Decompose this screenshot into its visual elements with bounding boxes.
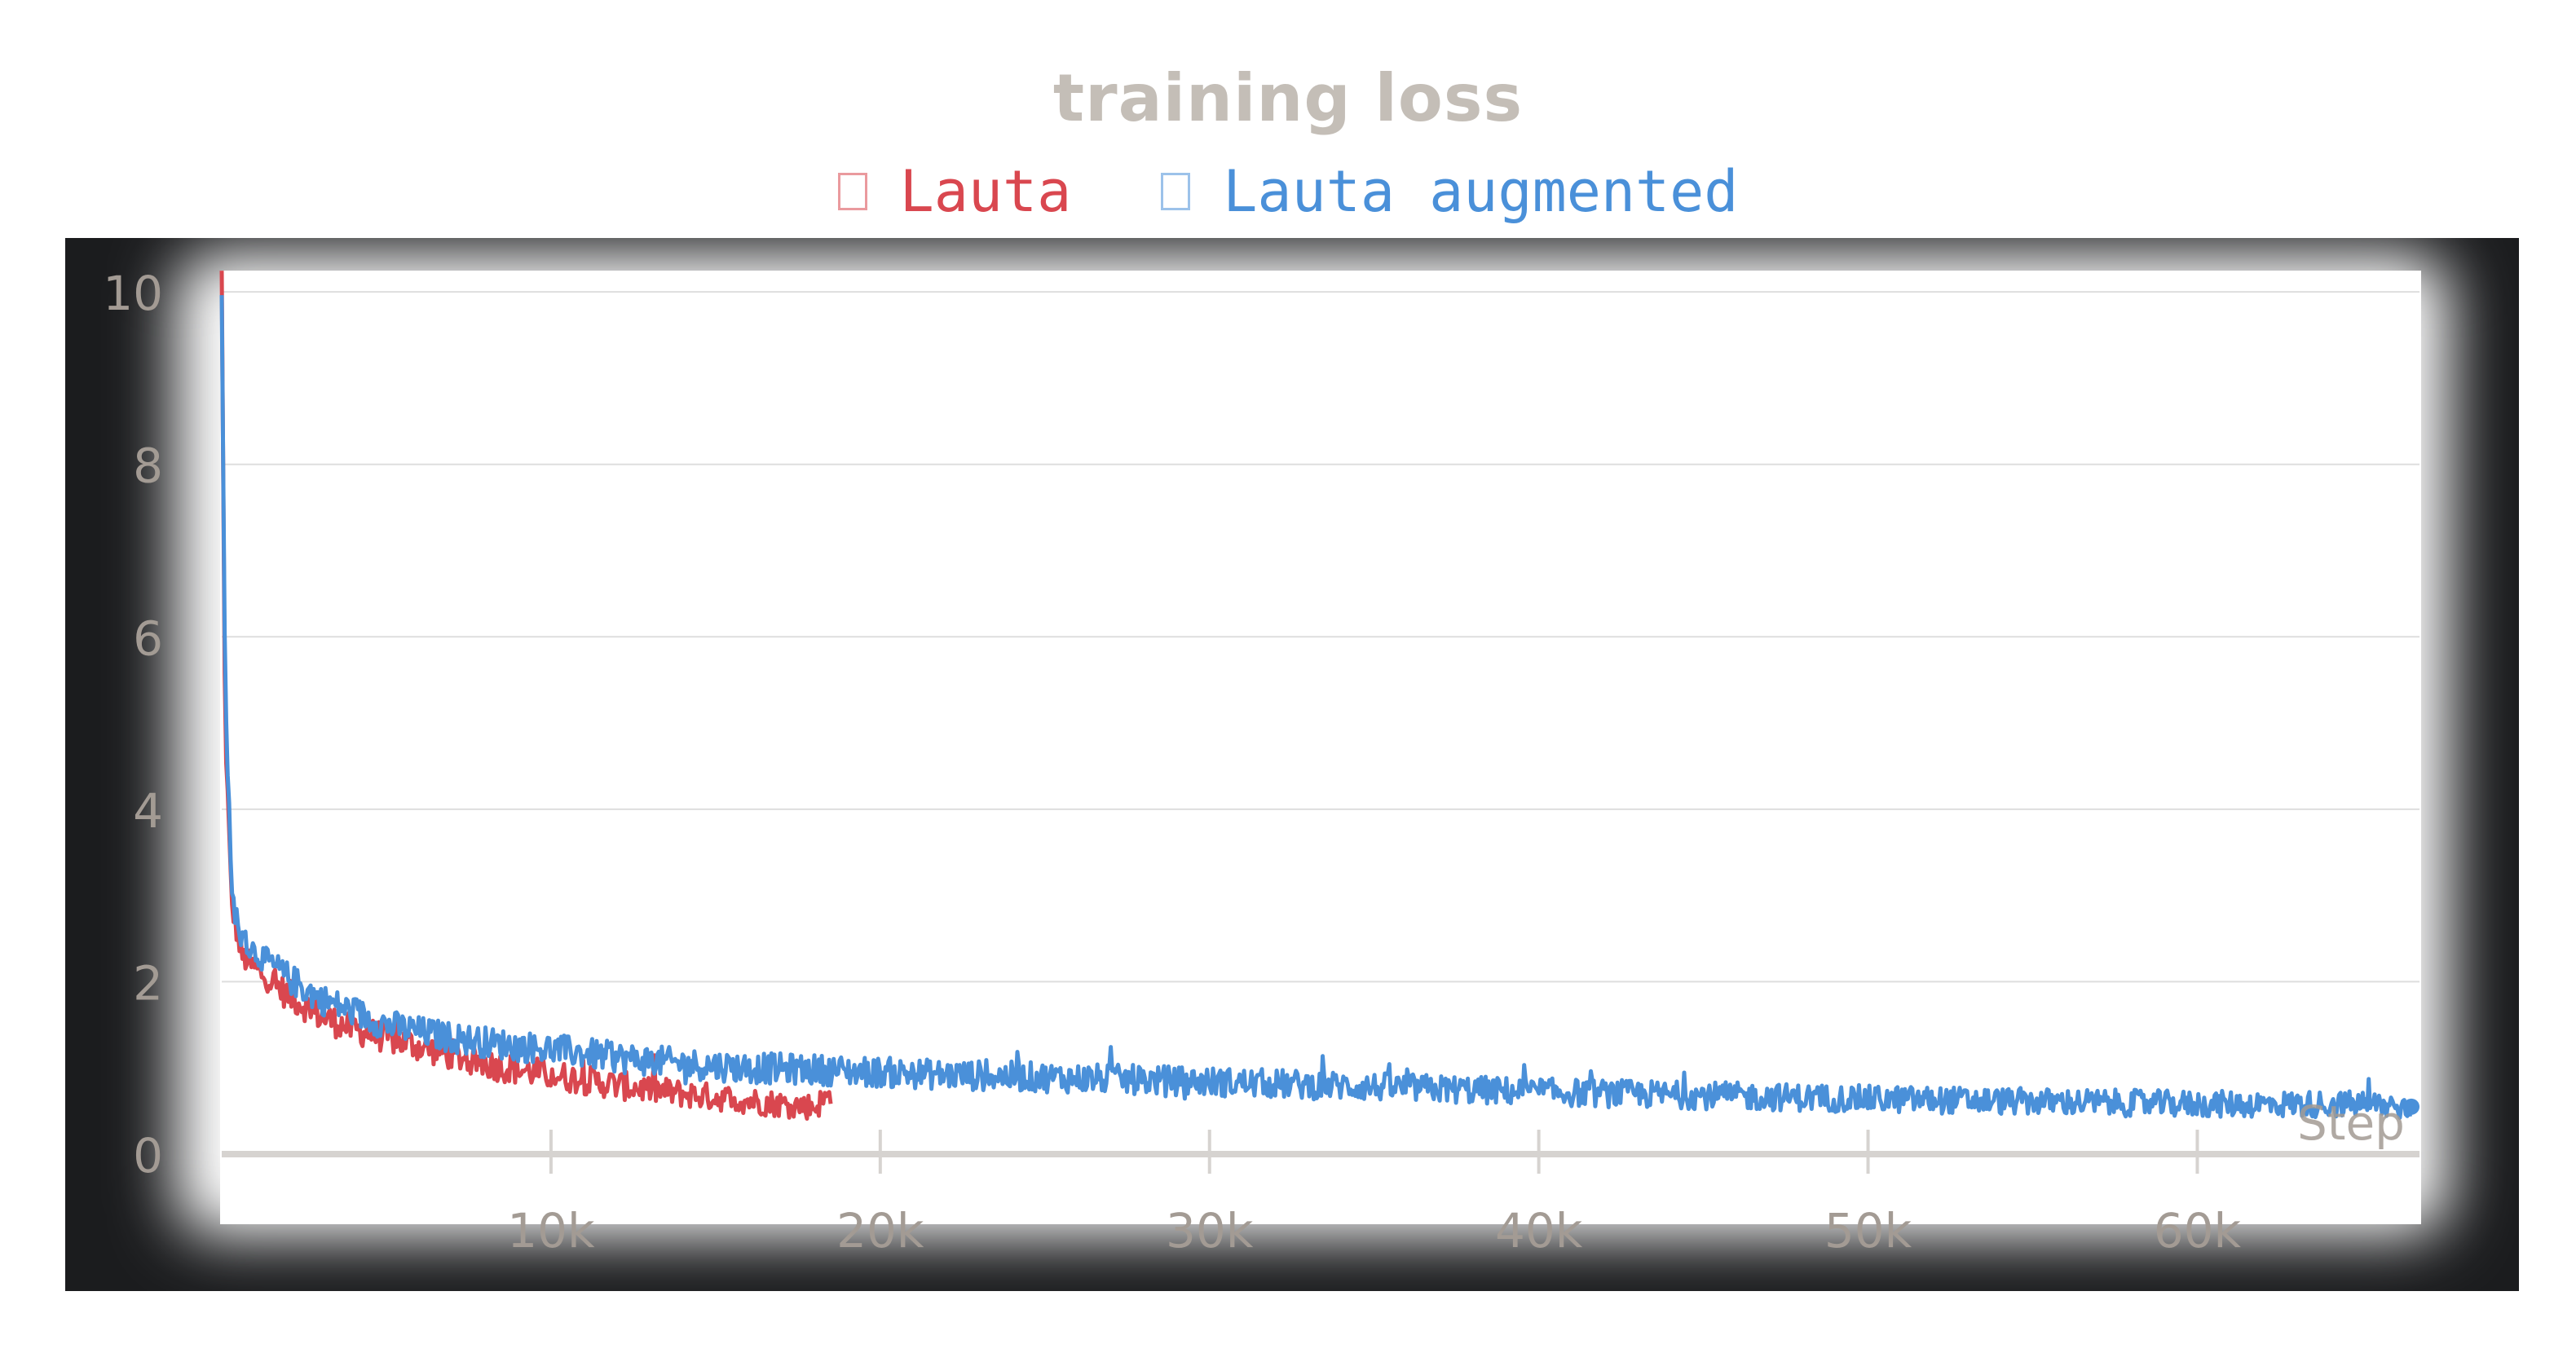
x-tick-label-60k: 60k [2154,1203,2242,1258]
x-axis-label: Step [2297,1095,2405,1151]
y-tick-label-0: 0 [133,1128,163,1183]
y-tick-label-4: 4 [133,783,163,839]
x-tick-label-50k: 50k [1824,1203,1912,1258]
y-tick-label-2: 2 [133,955,163,1011]
legend-label-lauta-augmented: Lauta augmented [1223,158,1739,225]
grid-lines [222,291,2419,983]
series-end-marker-lauta-augmented [2403,1098,2419,1115]
y-tick-label-10: 10 [103,266,163,321]
x-tick-label-30k: 30k [1166,1203,1254,1258]
legend-swatch-lauta [837,173,867,210]
x-tick-label-40k: 40k [1495,1203,1583,1258]
tick-labels: 0 2 4 6 8 10 10k 20k 30k 40k 50k 60k Step [103,266,2405,1258]
axes [222,1130,2419,1174]
series-layer [219,271,2419,1121]
legend-item-lauta-augmented[interactable]: Lauta augmented [1161,158,1738,225]
legend-label-lauta: Lauta [899,158,1072,225]
legend-swatch-lauta-augmented [1161,173,1191,210]
chart-legend: Lauta Lauta augmented [0,158,2576,225]
series-line-lauta-augmented [219,295,2413,1120]
x-tick-label-20k: 20k [836,1203,924,1258]
y-tick-label-6: 6 [133,610,163,666]
y-tick-label-8: 8 [133,439,163,494]
chart-title: training loss [1052,60,1524,136]
x-tick-label-10k: 10k [507,1203,595,1258]
chart-plot: 0 2 4 6 8 10 10k 20k 30k 40k 50k 60k Step [103,253,2450,1258]
legend-item-lauta[interactable]: Lauta [837,158,1072,225]
